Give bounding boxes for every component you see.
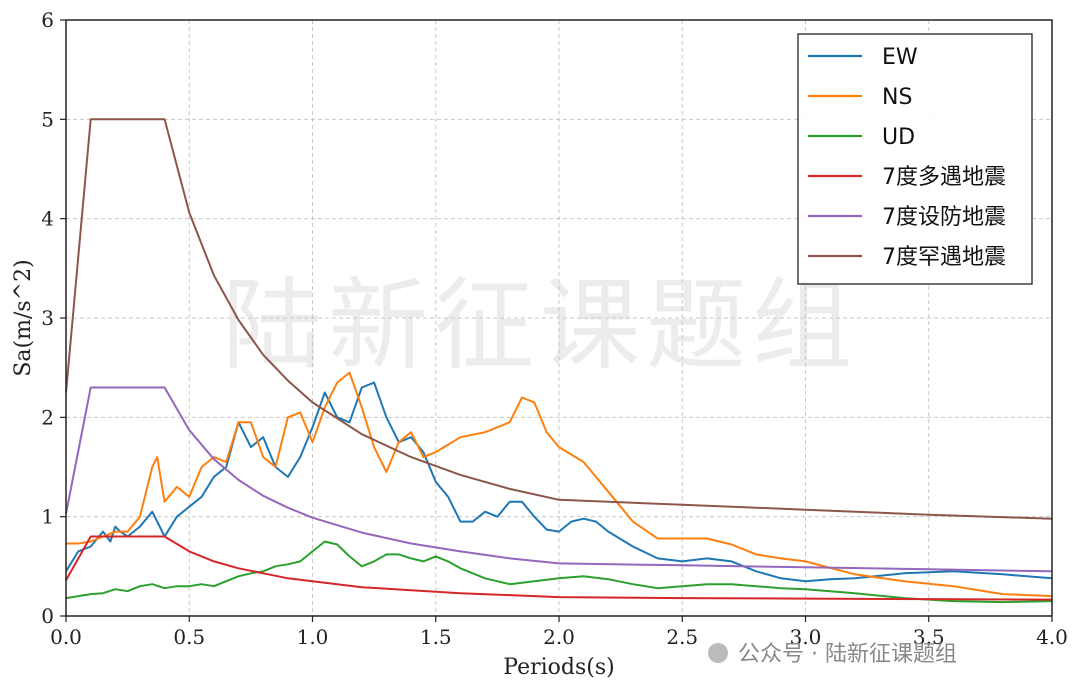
x-tick-label: 1.5 xyxy=(420,625,452,649)
legend-label: 7度罕遇地震 xyxy=(882,245,1006,270)
x-tick-label: 0.0 xyxy=(50,625,82,649)
series-line-7度多遇地震 xyxy=(65,535,1053,601)
legend: EW NS UD 7度多遇地震 7度设防地震 7度罕遇地震 xyxy=(797,33,1033,285)
legend-box xyxy=(797,33,1033,285)
x-tick-label: 3.0 xyxy=(790,625,822,649)
x-axis-ticks: 0.0 0.5 1.0 1.5 2.0 2.5 3.0 3.5 4.0 xyxy=(50,616,1068,649)
x-tick-label: 1.0 xyxy=(297,625,329,649)
y-axis-label: Sa(m/s^2) xyxy=(11,259,36,376)
x-axis-label: Periods(s) xyxy=(503,655,614,680)
watermark: 陆新征课题组 xyxy=(222,267,858,384)
legend-label: 7度多遇地震 xyxy=(882,165,1006,190)
footer-text: 公众号 · 陆新征课题组 xyxy=(738,642,957,667)
x-tick-label: 0.5 xyxy=(173,625,205,649)
x-tick-label: 4.0 xyxy=(1036,625,1068,649)
x-tick-label: 3.5 xyxy=(913,625,945,649)
y-tick-label: 6 xyxy=(41,8,54,32)
y-tick-label: 1 xyxy=(41,505,54,529)
legend-label: NS xyxy=(882,85,912,110)
series-lines xyxy=(65,118,1053,604)
y-tick-label: 0 xyxy=(41,604,54,628)
y-axis-ticks: 0 1 2 3 4 5 6 xyxy=(41,8,66,628)
series-line-NS xyxy=(66,371,1053,598)
series-line-7度罕遇地震 xyxy=(65,118,1053,520)
x-tick-label: 2.0 xyxy=(543,625,575,649)
y-tick-label: 2 xyxy=(41,405,54,429)
legend-label: EW xyxy=(882,45,918,70)
legend-label: UD xyxy=(882,125,915,150)
x-tick-label: 2.5 xyxy=(666,625,698,649)
wechat-icon xyxy=(708,643,728,663)
y-tick-label: 5 xyxy=(41,107,54,131)
series-line-UD xyxy=(65,540,1053,604)
legend-label: 7度设防地震 xyxy=(882,205,1006,230)
y-tick-label: 3 xyxy=(41,306,54,330)
footer-watermark: 公众号 · 陆新征课题组 xyxy=(708,642,957,667)
y-tick-label: 4 xyxy=(41,207,54,231)
series-line-7度设防地震 xyxy=(65,386,1053,573)
